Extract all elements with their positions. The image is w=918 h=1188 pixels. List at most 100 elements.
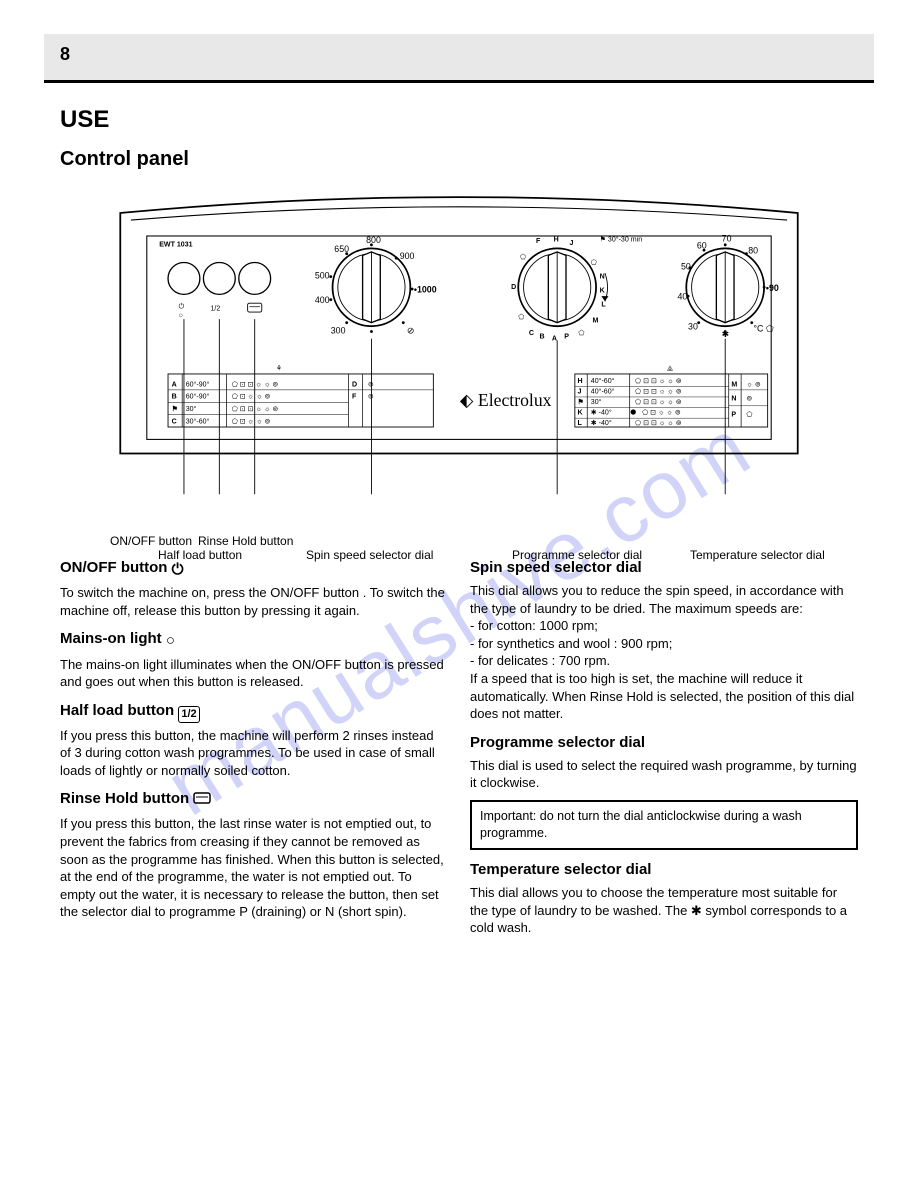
svg-text:P: P bbox=[564, 334, 569, 341]
svg-text:✱ -40°: ✱ -40° bbox=[591, 419, 612, 427]
left-column: ON/OFF button ⏻ To switch the machine on… bbox=[60, 548, 448, 929]
svg-text:80: 80 bbox=[748, 246, 758, 256]
svg-text:P: P bbox=[731, 411, 736, 418]
svg-text:⟁: ⟁ bbox=[667, 365, 674, 372]
svg-text:60: 60 bbox=[697, 240, 707, 250]
p-rinsehold: If you press this button, the last rinse… bbox=[60, 815, 448, 920]
h-temp: Temperature selector dial bbox=[470, 860, 858, 880]
svg-text:B: B bbox=[539, 334, 544, 341]
h-pilot: Mains-on light ○ bbox=[60, 629, 448, 651]
svg-text:K: K bbox=[578, 410, 584, 417]
h-spin: Spin speed selector dial bbox=[470, 558, 858, 578]
h-rinsehold: Rinse Hold button bbox=[60, 789, 448, 811]
svg-text:60°-90°: 60°-90° bbox=[186, 380, 210, 388]
svg-text:N: N bbox=[731, 395, 736, 402]
program-dial[interactable]: H F J ⬠ ⬠ D N K L ⬠ M C B A P ⬠ ⚑ 30°-30… bbox=[511, 235, 642, 342]
svg-text:M: M bbox=[593, 318, 599, 325]
svg-text:⚘: ⚘ bbox=[276, 364, 282, 372]
svg-text:B: B bbox=[172, 394, 177, 401]
svg-text:•90: •90 bbox=[766, 283, 779, 293]
svg-text:N: N bbox=[600, 273, 605, 280]
svg-text:L: L bbox=[578, 420, 583, 427]
svg-text:800: 800 bbox=[366, 235, 381, 245]
rinse-hold-button[interactable] bbox=[239, 263, 271, 313]
svg-text:⊚: ⊚ bbox=[368, 381, 374, 388]
svg-text:⬠ ⊡ ⊡ ☼ ☼ ⊚: ⬠ ⊡ ⊡ ☼ ☼ ⊚ bbox=[635, 387, 682, 395]
svg-text:⚑ 30°-30 min: ⚑ 30°-30 min bbox=[600, 235, 643, 243]
svg-text:60°-90°: 60°-90° bbox=[186, 393, 210, 401]
program-table-right: ⟁ H40°-60° J40°-60° ⚑30° K✱ -40° L✱ -40°… bbox=[575, 365, 768, 427]
svg-text:⬠: ⬠ bbox=[591, 258, 597, 266]
svg-text:⚑: ⚑ bbox=[578, 398, 584, 406]
svg-text:○: ○ bbox=[179, 312, 183, 319]
svg-text:500: 500 bbox=[315, 270, 330, 280]
svg-text:⬠: ⬠ bbox=[518, 313, 524, 321]
svg-text:•1000: •1000 bbox=[414, 285, 437, 295]
svg-text:⬠: ⬠ bbox=[520, 253, 526, 261]
svg-text:⬠ ⊡ ⊡ ☼ ☼ ⊚: ⬠ ⊡ ⊡ ☼ ☼ ⊚ bbox=[635, 377, 682, 385]
svg-text:C: C bbox=[529, 330, 534, 337]
svg-text:⊚: ⊚ bbox=[368, 394, 374, 401]
svg-text:40°-60°: 40°-60° bbox=[591, 377, 615, 385]
svg-text:A: A bbox=[172, 381, 177, 388]
h-half: Half load button 1/2 bbox=[60, 701, 448, 723]
svg-text:°C ⬠: °C ⬠ bbox=[754, 324, 774, 334]
svg-text:⬠ ⊡ ☼ ☼ ⊚: ⬠ ⊡ ☼ ☼ ⊚ bbox=[642, 409, 681, 417]
section-title: USE bbox=[60, 106, 109, 134]
control-panel-diagram: EWT 1031 ⏻ ○ 1/2 bbox=[70, 190, 848, 496]
svg-text:A: A bbox=[552, 335, 557, 342]
half-load-icon: 1/2 bbox=[178, 706, 199, 723]
program-table-left: ⚘ A60°-90° B60°-90° ⚑30° C30°-60° D⊚ F⊚ … bbox=[168, 364, 433, 427]
header-bar bbox=[44, 34, 874, 80]
p-pilot: The mains-on light illuminates when the … bbox=[60, 656, 448, 691]
svg-text:40°-60°: 40°-60° bbox=[591, 387, 615, 395]
svg-text:⬠ ⊡ ☼ ☼ ⊚: ⬠ ⊡ ☼ ☼ ⊚ bbox=[232, 393, 271, 401]
svg-text:⚑: ⚑ bbox=[172, 405, 178, 413]
svg-text:⬠ ⊡ ☼ ☼ ⊚: ⬠ ⊡ ☼ ☼ ⊚ bbox=[232, 417, 271, 425]
svg-text:⬠: ⬠ bbox=[578, 329, 584, 337]
svg-text:K: K bbox=[600, 288, 606, 295]
half-load-button[interactable]: 1/2 bbox=[203, 263, 235, 313]
svg-text:F: F bbox=[536, 238, 541, 245]
svg-text:⬠ ⊡ ⊡ ☼ ☼ ⊚: ⬠ ⊡ ⊡ ☼ ☼ ⊚ bbox=[635, 419, 682, 427]
svg-text:✱ -40°: ✱ -40° bbox=[591, 409, 612, 417]
temperature-dial[interactable]: 70 60 80 50 •90 40 30 °C ⬠ ✱ bbox=[677, 233, 778, 339]
svg-text:L: L bbox=[601, 302, 606, 309]
p-half: If you press this button, the machine wi… bbox=[60, 727, 448, 780]
svg-text:1/2: 1/2 bbox=[210, 305, 220, 312]
svg-text:D: D bbox=[352, 381, 357, 388]
onoff-icon: ⏻ bbox=[172, 560, 184, 580]
svg-text:⬠: ⬠ bbox=[746, 410, 752, 418]
callout-rinsehold: Rinse Hold button bbox=[198, 534, 293, 548]
important-box: Important: do not turn the dial anticloc… bbox=[470, 800, 858, 850]
h-prog: Programme selector dial bbox=[470, 733, 858, 753]
svg-text:⏻: ⏻ bbox=[179, 303, 185, 311]
rinse-hold-icon bbox=[193, 791, 211, 811]
svg-text:⬠ ⊡ ⊡ ☼ ☼ ⊚: ⬠ ⊡ ⊡ ☼ ☼ ⊚ bbox=[635, 398, 682, 406]
svg-text:F: F bbox=[352, 394, 357, 401]
brand-label: ⬖ Electrolux bbox=[460, 390, 552, 410]
right-column: Spin speed selector dial This dial allow… bbox=[470, 548, 858, 945]
svg-text:D: D bbox=[511, 284, 516, 291]
page-number: 8 bbox=[60, 44, 70, 65]
p-spin: This dial allows you to reduce the spin … bbox=[470, 582, 858, 722]
spin-dial[interactable]: 800 650 900 500 •1000 400 300 ⊘ bbox=[315, 235, 437, 335]
svg-text:300: 300 bbox=[331, 325, 346, 335]
svg-text:30°: 30° bbox=[186, 405, 197, 413]
svg-text:30°: 30° bbox=[591, 398, 602, 406]
model-label: EWT 1031 bbox=[159, 242, 192, 249]
pilot-light-icon: ○ bbox=[166, 631, 175, 651]
svg-text:M: M bbox=[731, 381, 737, 388]
p-onoff: To switch the machine on, press the ON/O… bbox=[60, 584, 448, 619]
svg-text:30°-60°: 30°-60° bbox=[186, 417, 210, 425]
onoff-button[interactable]: ⏻ ○ bbox=[168, 263, 200, 320]
svg-text:H: H bbox=[578, 378, 583, 385]
svg-text:☼ ⊚: ☼ ⊚ bbox=[746, 381, 760, 388]
subsection-title: Control panel bbox=[60, 148, 189, 171]
svg-text:400: 400 bbox=[315, 295, 330, 305]
header-rule bbox=[44, 80, 874, 83]
svg-text:70: 70 bbox=[722, 233, 732, 243]
svg-text:⊚: ⊚ bbox=[746, 395, 752, 402]
svg-text:C: C bbox=[172, 418, 177, 425]
svg-text:⊘: ⊘ bbox=[407, 325, 414, 335]
